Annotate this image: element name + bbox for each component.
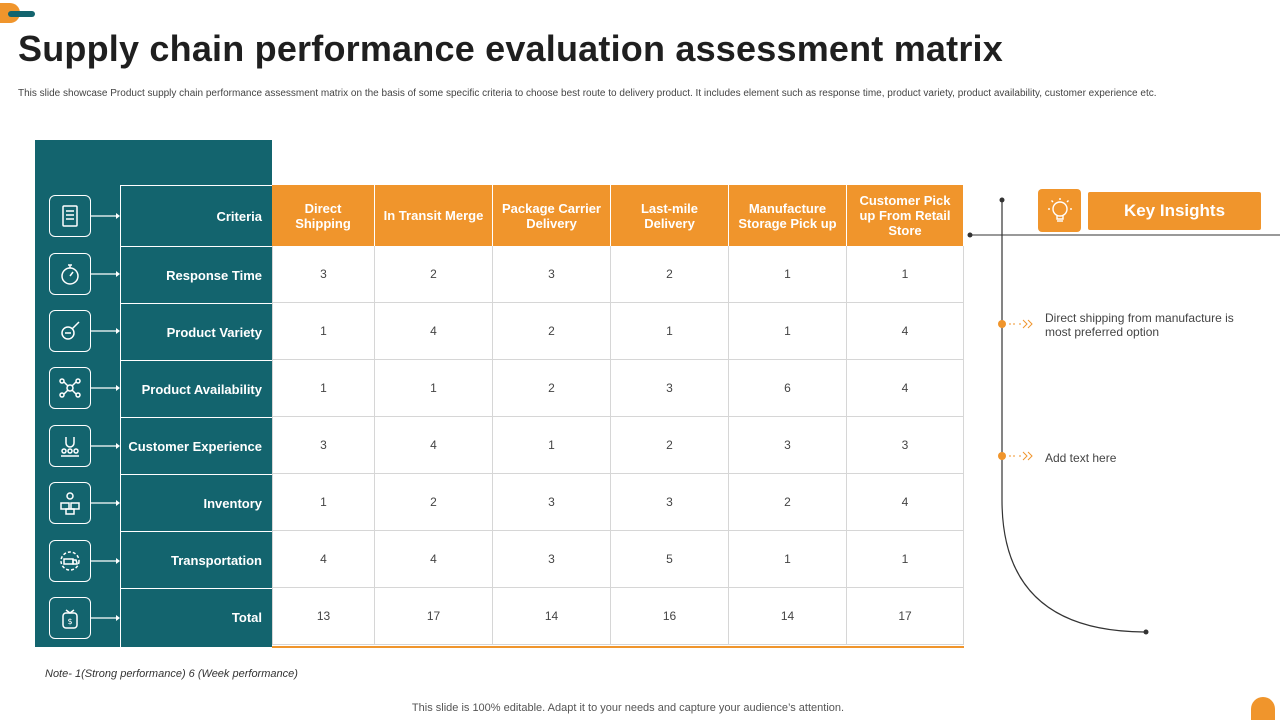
table-cell: 2 [729, 474, 847, 531]
table-cell: 13 [272, 588, 375, 645]
stopwatch-icon [49, 253, 91, 295]
corner-decoration-bottom [1251, 697, 1275, 720]
table-cell: 1 [729, 303, 847, 360]
customer-magnet-icon [49, 425, 91, 467]
table-cell: 5 [611, 531, 729, 588]
performance-note: Note- 1(Strong performance) 6 (Week perf… [45, 668, 298, 680]
money-bag-icon: $ [49, 597, 91, 639]
table-cell: 3 [611, 360, 729, 417]
criteria-label-total: Total [121, 588, 273, 645]
table-cell: 6 [729, 360, 847, 417]
table-cell: 4 [847, 474, 964, 531]
table-cell: 1 [375, 360, 493, 417]
corner-bar-decoration [8, 11, 35, 17]
criteria-column: Criteria Response Time Product Variety P… [120, 185, 273, 647]
table-cell: 1 [729, 246, 847, 303]
insight-item-2: Add text here [1045, 451, 1117, 465]
footer-label: This slide is 100% editable. Adapt it to… [411, 702, 845, 714]
network-icon [49, 367, 91, 409]
arrow-connector [91, 613, 121, 623]
criteria-label-inventory: Inventory [121, 474, 273, 531]
criteria-label-product-availability: Product Availability [121, 360, 273, 417]
table-cell: 2 [611, 246, 729, 303]
table-cell: 4 [847, 360, 964, 417]
table-cell: 2 [493, 360, 611, 417]
table-cell: 14 [729, 588, 847, 645]
table-cell: 1 [272, 303, 375, 360]
criteria-label-transportation: Transportation [121, 531, 273, 588]
table-cell: 3 [493, 246, 611, 303]
lightbulb-brain-icon [1038, 189, 1081, 232]
table-cell: 3 [729, 417, 847, 474]
table-cell: 4 [375, 417, 493, 474]
boxes-gear-icon [49, 482, 91, 524]
page-title: Supply chain performance evaluation asse… [18, 28, 1003, 69]
table-cell: 4 [375, 303, 493, 360]
arrow-connector [91, 269, 121, 279]
table-cell: 16 [611, 588, 729, 645]
svg-text:$: $ [67, 617, 72, 626]
footer-text: This slide is 100% editable. Adapt it to… [0, 702, 1280, 714]
table-cell: 3 [493, 531, 611, 588]
magnifier-icon [49, 310, 91, 352]
arrow-connector [91, 383, 121, 393]
table-cell: 4 [272, 531, 375, 588]
table-cell: 1 [847, 531, 964, 588]
document-icon [49, 195, 91, 237]
table-cell: 14 [493, 588, 611, 645]
column-header: Customer Pick up From Retail Store [847, 185, 964, 246]
criteria-header: Criteria [121, 185, 273, 246]
matrix-bottom-border [272, 646, 964, 648]
criteria-label-response-time: Response Time [121, 246, 273, 303]
column-header: Last-mile Delivery [611, 185, 729, 246]
table-cell: 1 [272, 474, 375, 531]
table-cell: 1 [493, 417, 611, 474]
table-cell: 2 [611, 417, 729, 474]
column-header: Package Carrier Delivery [493, 185, 611, 246]
table-cell: 1 [847, 246, 964, 303]
assessment-matrix: Direct Shipping In Transit Merge Package C… [272, 185, 964, 648]
table-cell: 3 [272, 246, 375, 303]
table-cell: 3 [493, 474, 611, 531]
table-cell: 1 [729, 531, 847, 588]
table-cell: 1 [611, 303, 729, 360]
column-header: Direct Shipping [272, 185, 375, 246]
table-cell: 3 [272, 417, 375, 474]
arrow-connector [91, 556, 121, 566]
table-cell: 1 [272, 360, 375, 417]
table-cell: 2 [375, 474, 493, 531]
column-header: In Transit Merge [375, 185, 493, 246]
arrow-connector [91, 326, 121, 336]
table-cell: 17 [375, 588, 493, 645]
arrow-connector [91, 498, 121, 508]
arrow-connector [91, 441, 121, 451]
truck-gear-icon [49, 540, 91, 582]
column-header: Manufacture Storage Pick up [729, 185, 847, 246]
arrow-connector [91, 211, 121, 221]
table-cell: 2 [375, 246, 493, 303]
table-cell: 17 [847, 588, 964, 645]
table-cell: 3 [611, 474, 729, 531]
insights-timeline [967, 197, 1280, 635]
key-insights-title: Key Insights [1088, 192, 1261, 230]
page-subtitle: This slide showcase Product supply chain… [18, 88, 1157, 99]
criteria-label-customer-experience: Customer Experience [121, 417, 273, 474]
insight-item-1: Direct shipping from manufacture is most… [1045, 311, 1234, 339]
table-cell: 2 [493, 303, 611, 360]
table-cell: 3 [847, 417, 964, 474]
criteria-label-product-variety: Product Variety [121, 303, 273, 360]
table-cell: 4 [375, 531, 493, 588]
table-cell: 4 [847, 303, 964, 360]
